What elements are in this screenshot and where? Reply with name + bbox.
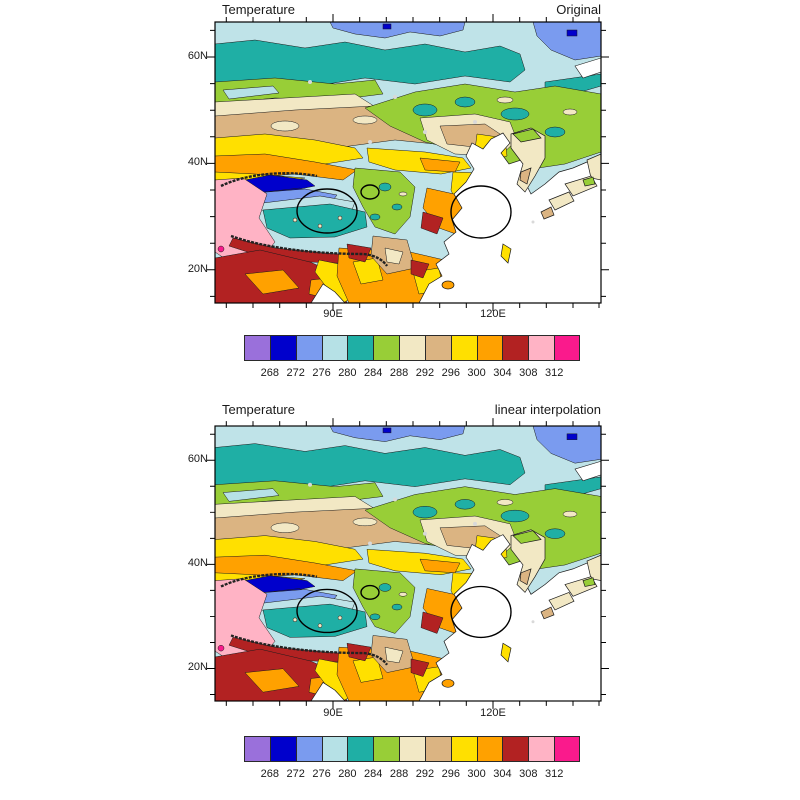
- colorbar-label: 308: [519, 768, 538, 780]
- lon-label-90e: 90E: [323, 308, 343, 320]
- colorbar-label: 268: [260, 367, 280, 379]
- colorbar-interpolated: 268 272 276 280 284 288 292 296 300 304 308 312: [244, 736, 580, 780]
- colorbar-cell: [528, 335, 556, 361]
- colorbar-label: 284: [364, 768, 383, 780]
- colorbar-cell: [554, 736, 580, 762]
- colorbar-cell: [244, 736, 271, 762]
- colorbar-cell: [295, 335, 323, 361]
- lat-label-20n: 20N: [187, 661, 208, 673]
- colorbar-cell: [424, 736, 452, 762]
- colorbar-label: 280: [338, 367, 357, 379]
- lat-label-60n: 60N: [187, 453, 208, 465]
- colorbar-cell: [295, 736, 323, 762]
- colorbar-cell: [424, 335, 452, 361]
- lon-label-120e: 120E: [480, 707, 506, 719]
- lat-label-40n: 40N: [187, 557, 208, 569]
- colorbar-label: 312: [544, 768, 564, 780]
- colorbar-label: 300: [467, 768, 486, 780]
- panel-linear-interpolation: Temperature linear interpolation 60N 40N…: [0, 390, 800, 800]
- colorbar-cell: [321, 736, 349, 762]
- colorbar-label: 268: [260, 768, 280, 780]
- colorbar-original: 268 272 276 280 284 288 292 296 300 304 308 312: [244, 335, 580, 379]
- colorbar-cell: [476, 335, 504, 361]
- colorbar-cell: [502, 736, 530, 762]
- lon-label-90e: 90E: [323, 707, 343, 719]
- colorbar-cell: [321, 335, 349, 361]
- panel2-title: Temperature: [222, 402, 295, 417]
- colorbar-label: 304: [493, 768, 512, 780]
- panel2-subtitle: linear interpolation: [494, 402, 601, 417]
- colorbar-cell: [347, 335, 375, 361]
- colorbar-cell: [373, 335, 401, 361]
- colorbar-label: 300: [467, 367, 486, 379]
- colorbar-label: 288: [389, 367, 409, 379]
- panel-original: Temperature Original: [0, 0, 800, 390]
- panel1-subtitle: Original: [556, 2, 601, 17]
- colorbar-label: 276: [312, 367, 331, 379]
- colorbar-cell: [554, 335, 580, 361]
- panel1-title: Temperature: [222, 2, 295, 17]
- lat-label-60n: 60N: [187, 50, 208, 62]
- colorbar-cell: [476, 736, 504, 762]
- temperature-map-interpolated: [205, 416, 611, 711]
- lat-label-40n: 40N: [187, 156, 208, 168]
- colorbar-label: 296: [441, 768, 460, 780]
- colorbar-label: 280: [338, 768, 357, 780]
- colorbar-label: 304: [493, 367, 512, 379]
- colorbar-cell: [528, 736, 556, 762]
- colorbar-cell: [450, 736, 478, 762]
- colorbar-cell: [502, 335, 530, 361]
- colorbar-cell: [399, 335, 426, 361]
- colorbar-label: 312: [544, 367, 564, 379]
- colorbar-label: 296: [441, 367, 460, 379]
- colorbar-label: 292: [415, 367, 435, 379]
- colorbar-cell: [269, 335, 297, 361]
- lon-label-120e: 120E: [480, 308, 506, 320]
- colorbar-label: 272: [286, 768, 305, 780]
- lat-label-20n: 20N: [187, 263, 208, 275]
- colorbar-label: 288: [389, 768, 409, 780]
- colorbar-label: 276: [312, 768, 331, 780]
- colorbar-label: 292: [415, 768, 435, 780]
- colorbar-cell: [399, 736, 426, 762]
- colorbar-label: 308: [519, 367, 538, 379]
- colorbar-cell: [450, 335, 478, 361]
- colorbar-label: 284: [364, 367, 383, 379]
- colorbar-cell: [347, 736, 375, 762]
- colorbar-cell: [373, 736, 401, 762]
- colorbar-label: 272: [286, 367, 305, 379]
- temperature-map-original: [205, 12, 611, 313]
- colorbar-cell: [244, 335, 271, 361]
- colorbar-cell: [269, 736, 297, 762]
